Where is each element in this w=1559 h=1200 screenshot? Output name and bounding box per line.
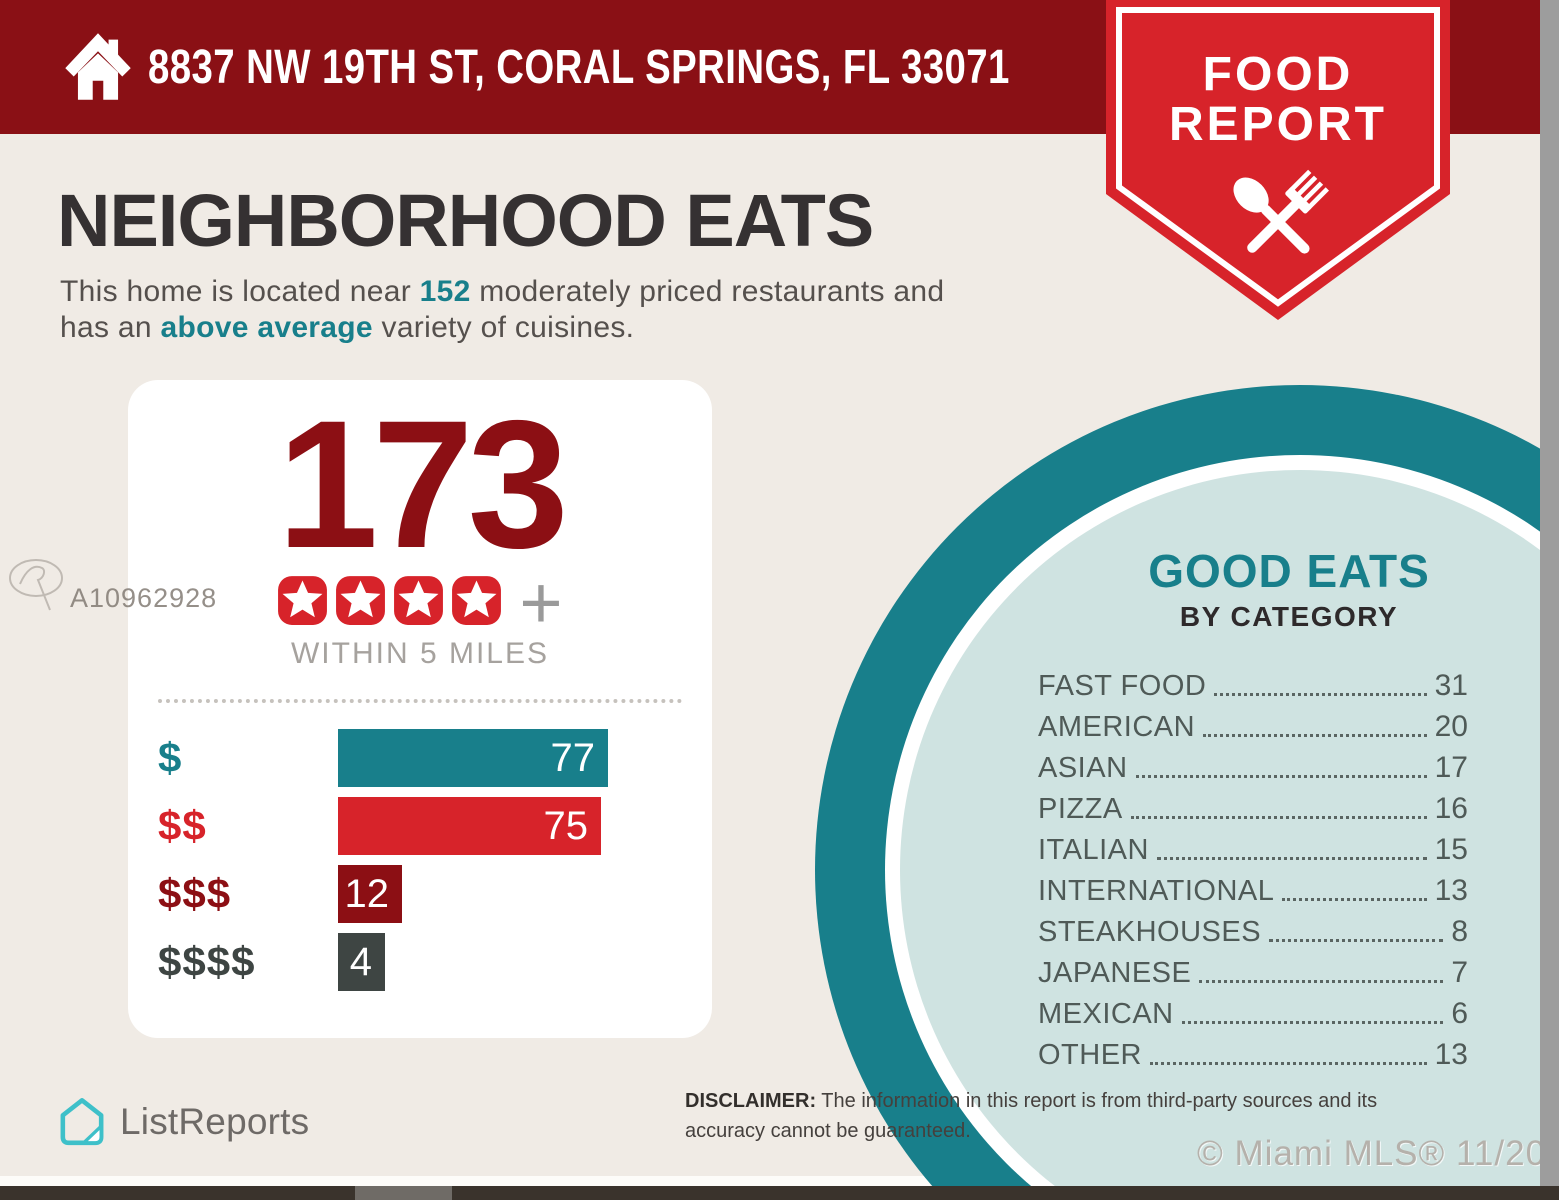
category-label: OTHER	[1038, 1038, 1142, 1071]
dotted-leader	[1156, 856, 1427, 860]
vertical-scrollbar[interactable]	[1540, 0, 1559, 1186]
dotted-leader	[1269, 938, 1444, 942]
plus-icon: +	[519, 561, 563, 645]
price-tier-label: $$$$	[158, 938, 256, 986]
price-tier-label: $$$	[158, 870, 232, 918]
category-list: FAST FOOD 31 AMERICAN 20 ASIAN 17 PIZZA 16 ITALI…	[1038, 669, 1468, 1072]
category-row: FAST FOOD 31	[1038, 669, 1468, 703]
restaurant-summary-card: 173 + WITHIN 5 MILES $77 $$ 75 $$$ 12 $$$$ 4	[128, 380, 712, 1038]
price-tier-bar: 12	[338, 865, 402, 924]
category-label: MEXICAN	[1038, 997, 1174, 1030]
dotted-leader	[1135, 774, 1427, 778]
dotted-leader	[1181, 1020, 1444, 1024]
mls-id-watermark: A10962928	[70, 583, 218, 613]
category-row: JAPANESE 7	[1038, 956, 1468, 990]
intro-text: moderately priced restaurants and	[470, 275, 945, 308]
restaurant-count: 152	[419, 275, 471, 308]
good-eats-title: GOOD EATS	[1148, 545, 1430, 597]
total-restaurants: 173	[277, 382, 569, 586]
category-label: INTERNATIONAL	[1038, 874, 1275, 907]
category-count: 15	[1434, 832, 1468, 866]
category-label: STEAKHOUSES	[1038, 915, 1262, 948]
listreports-logo: ListReports	[57, 1096, 309, 1148]
category-label: JAPANESE	[1038, 956, 1192, 989]
category-count: 8	[1451, 914, 1468, 948]
good-eats-header: GOOD EATS BY CATEGORY	[1038, 546, 1468, 633]
star-icon	[393, 575, 444, 631]
good-eats-panel: GOOD EATS BY CATEGORY FAST FOOD 31 AMERICA…	[1038, 546, 1468, 1083]
category-label: ITALIAN	[1038, 833, 1149, 866]
price-row: $77	[158, 729, 682, 788]
intro-text: has an	[60, 311, 161, 344]
price-row: $$$ 12	[158, 865, 682, 924]
category-count: 6	[1451, 996, 1468, 1030]
dotted-leader	[1282, 897, 1427, 901]
category-count: 31	[1434, 668, 1468, 702]
category-label: FAST FOOD	[1038, 669, 1207, 702]
star-rating: +	[128, 566, 712, 640]
flyer-bottom-edge	[0, 1176, 1559, 1186]
page-title: NEIGHBORHOOD EATS	[57, 179, 874, 262]
price-tier-label: $$	[158, 802, 207, 850]
category-row: ASIAN 17	[1038, 751, 1468, 785]
price-tier-bar: 77	[338, 729, 608, 788]
horizontal-scrollbar-thumb[interactable]	[355, 1186, 452, 1200]
price-tier-bar-chart: $77 $$ 75 $$$ 12 $$$$ 4	[128, 729, 712, 992]
spoon-fork-icon	[1233, 169, 1330, 254]
dotted-leader	[1199, 979, 1444, 983]
category-row: INTERNATIONAL 13	[1038, 874, 1468, 908]
listreports-wordmark: ListReports	[120, 1101, 310, 1142]
price-tier-bar: 4	[338, 933, 385, 992]
category-row: MEXICAN 6	[1038, 997, 1468, 1031]
dotted-leader	[1150, 1061, 1427, 1065]
disclaimer-line1: The information in this report is from t…	[816, 1090, 1378, 1112]
intro-text: This home is located near	[60, 275, 420, 308]
category-count: 17	[1434, 750, 1468, 784]
category-label: ASIAN	[1038, 751, 1128, 784]
mls-credit-watermark: © Miami MLS® 11/2020	[1197, 1134, 1559, 1173]
category-row: AMERICAN 20	[1038, 710, 1468, 744]
dotted-divider	[158, 699, 682, 704]
variety-highlight: above average	[160, 311, 373, 344]
disclaimer-line2: accuracy cannot be guaranteed.	[685, 1120, 971, 1142]
disclaimer: DISCLAIMER: The information in this repo…	[685, 1086, 1425, 1146]
price-row: $$ 75	[158, 797, 682, 856]
category-count: 16	[1434, 791, 1468, 825]
horizontal-scrollbar[interactable]	[0, 1186, 1559, 1200]
price-tier-bar: 75	[338, 797, 601, 856]
good-eats-subtitle: BY CATEGORY	[1179, 600, 1399, 632]
radius-note: WITHIN 5 MILES	[290, 637, 550, 671]
badge-line1: FOOD	[1203, 48, 1354, 101]
category-row: ITALIAN 15	[1038, 833, 1468, 867]
badge-line2: REPORT	[1169, 98, 1387, 151]
property-address: 8837 NW 19TH ST, CORAL SPRINGS, FL 33071	[148, 41, 1010, 94]
intro-text: variety of cuisines.	[372, 311, 635, 344]
dotted-leader	[1203, 733, 1427, 737]
dotted-leader	[1130, 815, 1427, 819]
price-tier-label: $	[158, 734, 183, 782]
mls-watermark-logo	[9, 559, 63, 611]
star-icon	[277, 575, 328, 631]
category-row: STEAKHOUSES 8	[1038, 915, 1468, 949]
disclaimer-label: DISCLAIMER:	[685, 1090, 817, 1112]
dotted-leader	[1214, 692, 1427, 696]
category-label: AMERICAN	[1038, 710, 1196, 743]
intro-paragraph: This home is located near 152 moderately…	[60, 274, 944, 346]
price-row: $$$$ 4	[158, 933, 682, 992]
food-report-badge: FOOD REPORT	[1106, 0, 1450, 320]
category-row: PIZZA 16	[1038, 792, 1468, 826]
category-count: 7	[1451, 955, 1468, 989]
star-icon	[335, 575, 386, 631]
category-count: 13	[1434, 1037, 1468, 1071]
star-icon	[451, 575, 502, 631]
listreports-house-icon	[60, 1098, 104, 1146]
category-row: OTHER 13	[1038, 1038, 1468, 1072]
category-count: 20	[1434, 709, 1468, 743]
category-label: PIZZA	[1038, 792, 1123, 825]
category-count: 13	[1434, 873, 1468, 907]
home-icon	[65, 33, 131, 100]
